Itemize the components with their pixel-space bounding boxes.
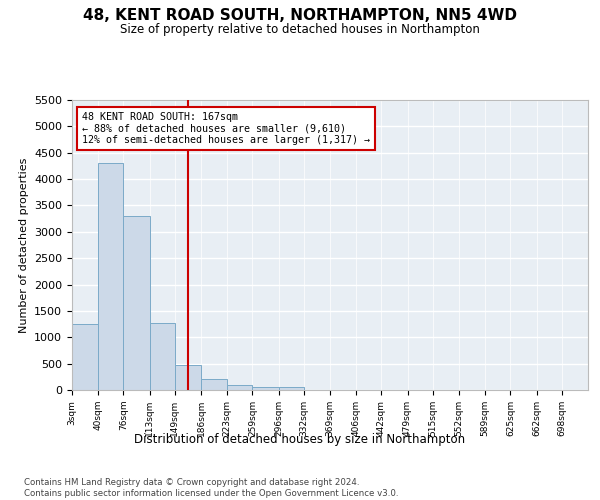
Text: Contains HM Land Registry data © Crown copyright and database right 2024.
Contai: Contains HM Land Registry data © Crown c… xyxy=(24,478,398,498)
Bar xyxy=(149,322,175,390)
Bar xyxy=(227,386,253,390)
Bar xyxy=(72,324,98,390)
Y-axis label: Number of detached properties: Number of detached properties xyxy=(19,158,29,332)
Bar xyxy=(278,388,304,390)
Bar xyxy=(175,365,201,390)
Text: Size of property relative to detached houses in Northampton: Size of property relative to detached ho… xyxy=(120,22,480,36)
Text: Distribution of detached houses by size in Northampton: Distribution of detached houses by size … xyxy=(134,432,466,446)
Bar xyxy=(253,386,278,390)
Bar xyxy=(201,380,227,390)
Bar xyxy=(124,216,149,390)
Bar xyxy=(98,164,124,390)
Text: 48, KENT ROAD SOUTH, NORTHAMPTON, NN5 4WD: 48, KENT ROAD SOUTH, NORTHAMPTON, NN5 4W… xyxy=(83,8,517,22)
Text: 48 KENT ROAD SOUTH: 167sqm
← 88% of detached houses are smaller (9,610)
12% of s: 48 KENT ROAD SOUTH: 167sqm ← 88% of deta… xyxy=(82,112,370,145)
